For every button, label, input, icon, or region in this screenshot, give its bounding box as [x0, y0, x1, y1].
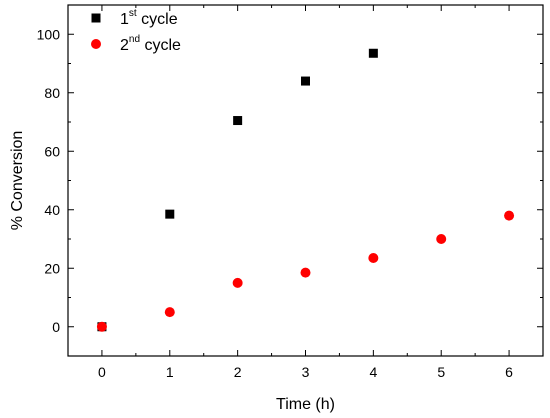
y-tick-label: 20: [44, 260, 60, 276]
x-tick-label: 3: [302, 364, 310, 380]
x-tick-label: 4: [369, 364, 377, 380]
x-tick-label: 0: [98, 364, 106, 380]
y-tick-label: 80: [44, 85, 60, 101]
legend-label: 2nd cycle: [120, 34, 181, 54]
data-point-circle: [96, 321, 107, 332]
data-marks-layer: [96, 48, 515, 332]
data-point-square: [368, 48, 378, 58]
x-tick-label: 6: [505, 364, 513, 380]
data-point-circle: [368, 253, 379, 264]
legend-marker-square: [91, 13, 101, 23]
legend: 1st cycle 2nd cycle: [91, 8, 181, 54]
data-point-circle: [232, 277, 243, 288]
x-axis-title: Time (h): [276, 396, 335, 413]
data-point-circle: [504, 210, 515, 221]
data-point-square: [233, 116, 243, 126]
plot-frame: [67, 4, 544, 357]
legend-marker-circle: [91, 39, 101, 49]
data-point-circle: [300, 267, 311, 278]
y-tick-label: 0: [52, 319, 60, 335]
x-tick-label: 2: [234, 364, 242, 380]
axes-layer: [67, 4, 544, 357]
x-tick-label: 5: [437, 364, 445, 380]
y-tick-label: 60: [44, 143, 60, 159]
x-tick-label: 1: [166, 364, 174, 380]
y-axis-title: % Conversion: [9, 131, 26, 231]
data-point-circle: [164, 307, 175, 318]
data-point-circle: [436, 234, 447, 244]
data-point-square: [301, 76, 310, 86]
data-point-square: [165, 209, 175, 219]
y-tick-label: 40: [44, 202, 60, 218]
y-tick-label: 100: [37, 26, 61, 42]
legend-label: 1st cycle: [120, 8, 178, 28]
